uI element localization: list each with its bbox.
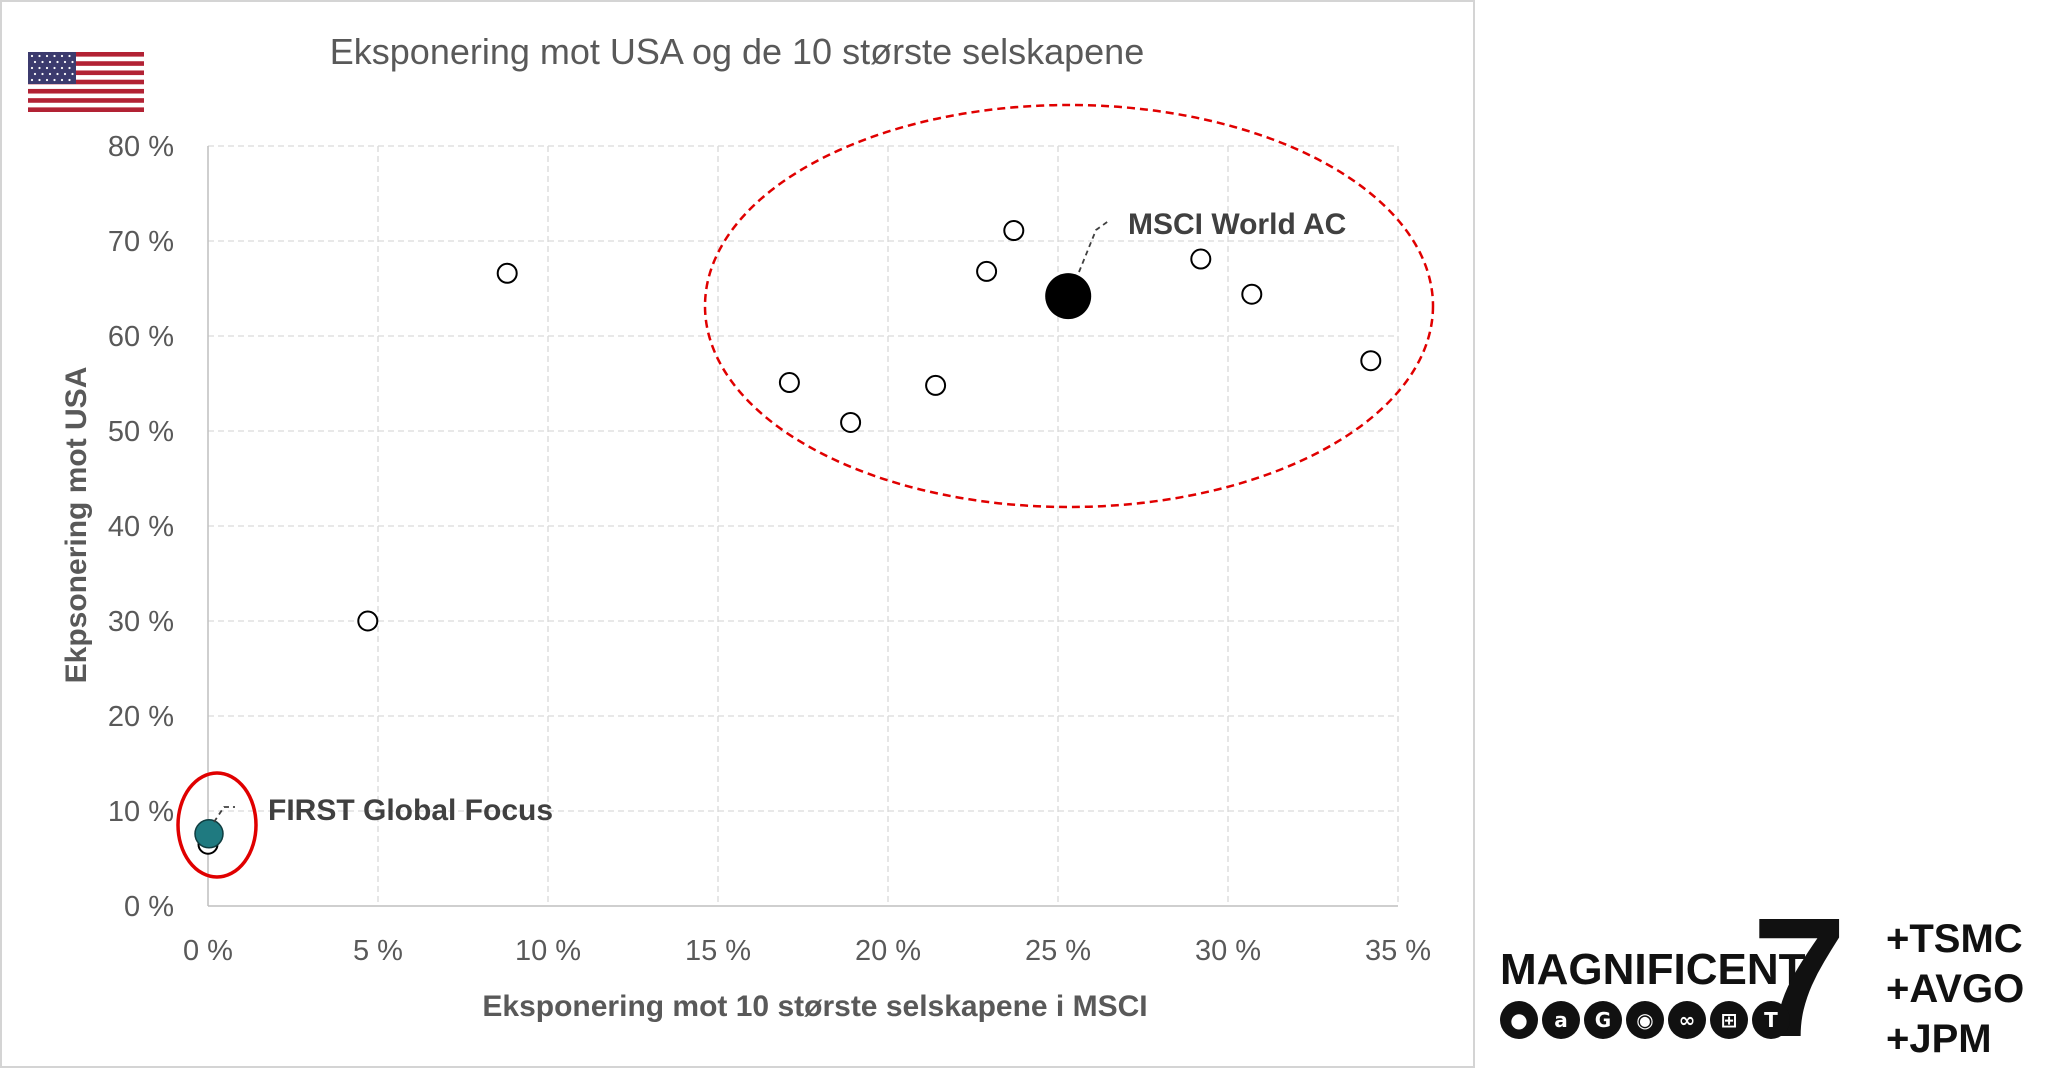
flag-star (41, 60, 44, 64)
x-tick-label: 15 % (685, 935, 751, 967)
flag-stripe (28, 52, 144, 57)
x-tick-label: 25 % (1025, 935, 1091, 967)
flag-star (33, 72, 37, 76)
flag-star (45, 54, 49, 58)
data-points (197, 220, 1382, 855)
data-point (1360, 350, 1382, 372)
y-tick-label: 0 % (124, 891, 174, 923)
extra-avgo: +AVGO (1886, 967, 2025, 1011)
data-point (840, 411, 862, 433)
flag-star (63, 72, 67, 76)
meta-icon: ∞ (1668, 1001, 1706, 1039)
y-axis-title: Ekpsonering mot USA (60, 367, 93, 684)
scatter-chart: Eksponering mot USA og de 10 største sel… (28, 31, 1435, 1023)
flag-star (30, 66, 34, 70)
x-tick-label: 5 % (353, 935, 403, 967)
data-point (496, 262, 518, 284)
flag-star (60, 54, 64, 58)
y-tick-label: 40 % (108, 511, 174, 543)
flag-star (30, 54, 34, 58)
us-flag-icon (28, 52, 144, 112)
flag-star (48, 60, 52, 64)
y-tick-label: 80 % (108, 131, 174, 163)
data-point (1003, 220, 1025, 242)
msci-world-ac-point (1045, 273, 1092, 320)
apple-icon: ● (1500, 1001, 1538, 1039)
grid (208, 145, 1399, 906)
flag-star (56, 60, 59, 64)
magnificent-icons: ● a G ◉ ∞ ⊞ T (1500, 1001, 1790, 1039)
magnificent-word: MAGNIFICENT (1500, 945, 1806, 994)
x-tick-label: 10 % (515, 935, 581, 967)
data-point (1241, 283, 1263, 305)
flag-star (45, 66, 49, 70)
flag-stripe (28, 70, 144, 76)
first-callout-leader (213, 806, 235, 823)
y-tick-label: 30 % (108, 606, 174, 638)
data-point (778, 372, 800, 394)
extra-jpm: +JPM (1886, 1017, 1992, 1061)
flag-star (60, 66, 64, 70)
flag-star (68, 66, 71, 70)
y-tick-label: 50 % (108, 416, 174, 448)
data-point (925, 374, 947, 396)
flag-star (63, 60, 67, 64)
flag-star (53, 54, 56, 58)
chart-panel: Eksponering mot USA og de 10 største sel… (0, 0, 1475, 1068)
axes: 0 % 10 % 20 % 30 % 40 % 50 % 60 % 70 % 80 % 0 % 5 … (108, 131, 1431, 967)
highlighted-points (194, 273, 1092, 849)
nvidia-icon: ◉ (1626, 1001, 1664, 1039)
x-tick-label: 20 % (855, 935, 921, 967)
flag-star (38, 66, 41, 70)
flag-star (30, 78, 34, 82)
chart-title: Eksponering mot USA og de 10 største sel… (330, 31, 1144, 72)
y-tick-label: 10 % (108, 796, 174, 828)
data-point (976, 260, 998, 282)
first-global-focus-label: FIRST Global Focus (268, 794, 553, 827)
msci-callout-leader (1078, 219, 1111, 273)
flag-star (45, 78, 49, 82)
flag-star (68, 54, 71, 58)
microsoft-icon: ⊞ (1710, 1001, 1748, 1039)
x-tick-label: 30 % (1195, 935, 1261, 967)
flag-stripe (28, 88, 144, 94)
data-point (1190, 248, 1212, 270)
y-tick-label: 70 % (108, 226, 174, 258)
data-point (357, 610, 379, 632)
google-icon: G (1584, 1001, 1622, 1039)
msci-cluster-ellipse (703, 103, 1435, 509)
first-global-focus-point (194, 819, 224, 849)
flag-star (38, 78, 41, 82)
flag-star (68, 78, 71, 82)
msci-world-ac-label: MSCI World AC (1128, 208, 1346, 241)
flag-star (60, 78, 64, 82)
magnificent-7-logo: MAGNIFICENT 7 ● a G ◉ ∞ ⊞ T +TSMC +AVGO … (1490, 893, 2048, 1070)
x-tick-label: 0 % (183, 935, 233, 967)
flag-star (53, 78, 56, 82)
tesla-icon: T (1752, 1001, 1790, 1039)
flag-stripe (28, 107, 144, 112)
flag-star (38, 54, 41, 58)
y-tick-label: 60 % (108, 321, 174, 353)
flag-star (33, 60, 37, 64)
flag-stripe (28, 98, 144, 103)
flag-stripe (28, 61, 144, 66)
first-global-focus-ellipse (176, 771, 258, 879)
extra-tsmc: +TSMC (1886, 917, 2023, 961)
flag-star (48, 72, 52, 76)
y-tick-label: 20 % (108, 701, 174, 733)
x-axis-title: Eksponering mot 10 største selskapene i … (482, 990, 1147, 1023)
flag-star (71, 60, 74, 64)
x-tick-label: 35 % (1365, 935, 1431, 967)
flag-star (41, 72, 44, 76)
flag-stripe (28, 79, 144, 85)
flag-star (53, 66, 56, 70)
flag-star (71, 72, 74, 76)
flag-star (56, 72, 59, 76)
amazon-icon: a (1542, 1001, 1580, 1039)
